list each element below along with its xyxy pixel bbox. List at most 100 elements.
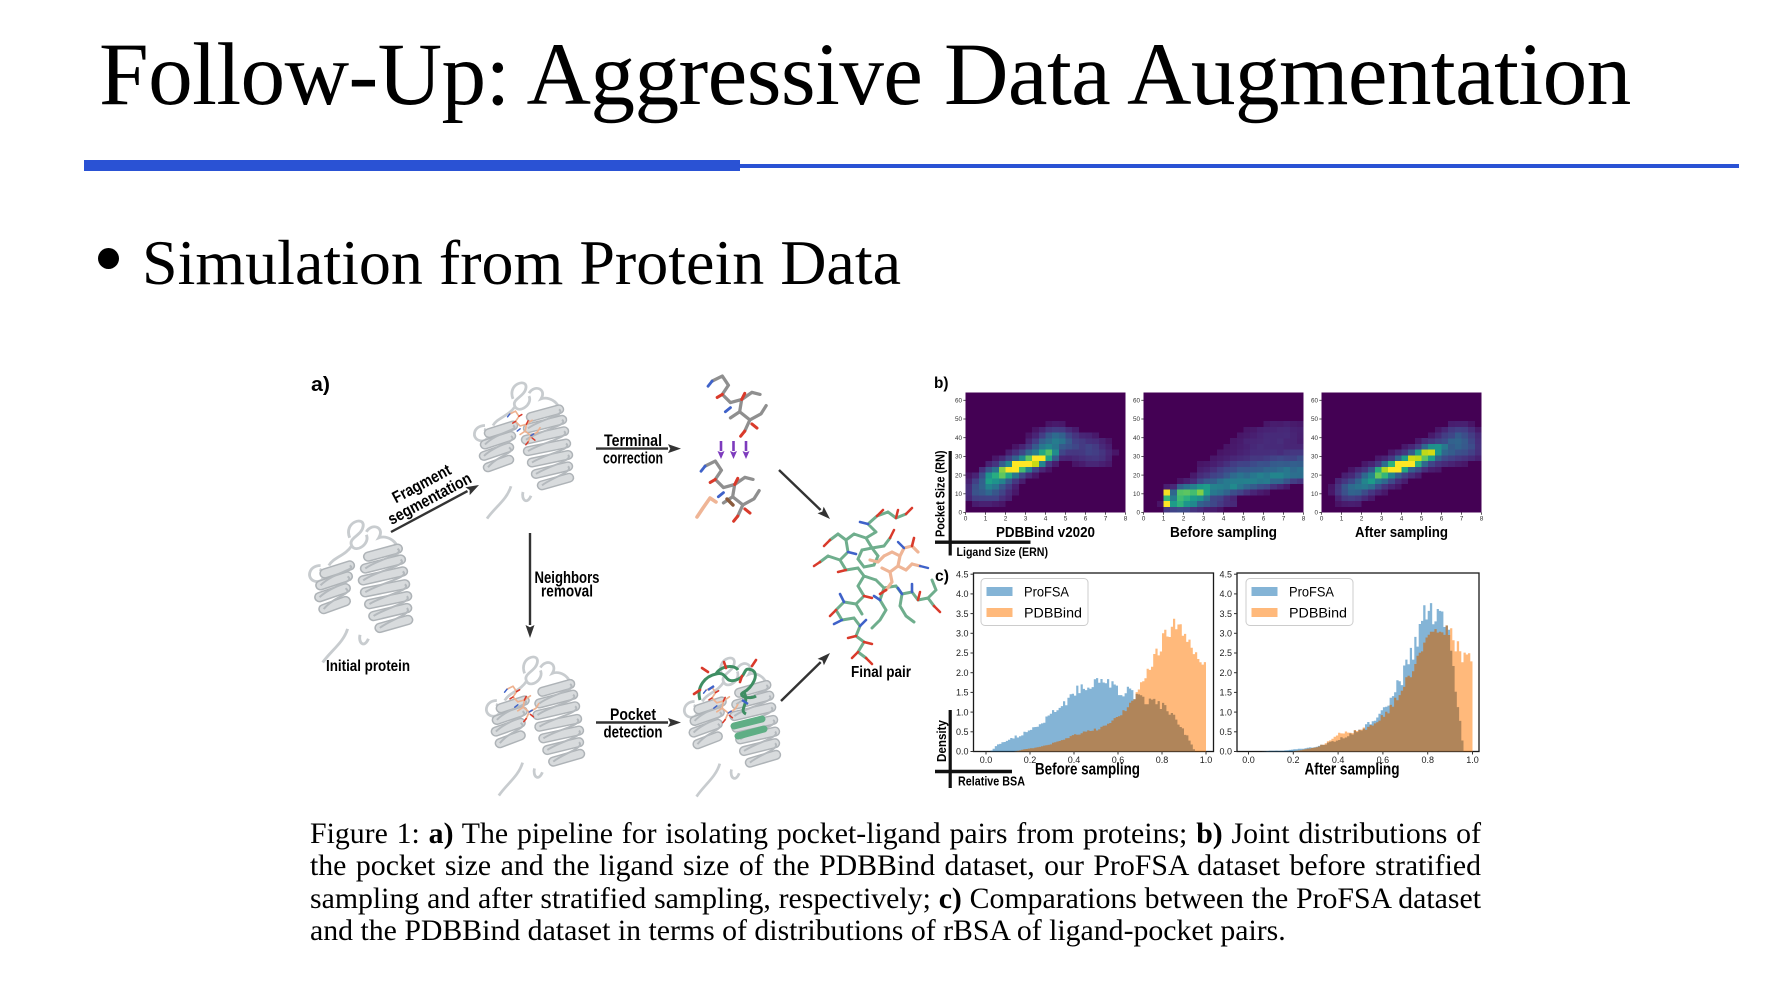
- svg-text:a): a): [311, 373, 330, 396]
- svg-text:0: 0: [958, 510, 962, 517]
- svg-text:0: 0: [1136, 510, 1140, 517]
- svg-text:0.2: 0.2: [1024, 755, 1037, 765]
- svg-text:10: 10: [955, 491, 963, 498]
- svg-text:correction: correction: [603, 450, 663, 468]
- svg-text:60: 60: [1133, 398, 1141, 405]
- svg-text:7: 7: [1460, 516, 1464, 523]
- svg-text:5: 5: [1420, 516, 1424, 523]
- svg-text:2: 2: [1360, 516, 1364, 523]
- svg-text:1.5: 1.5: [956, 688, 969, 698]
- svg-text:20: 20: [955, 472, 963, 479]
- svg-text:30: 30: [1311, 454, 1319, 461]
- svg-text:8: 8: [1480, 516, 1484, 523]
- svg-text:1.0: 1.0: [956, 707, 969, 717]
- svg-text:30: 30: [1133, 454, 1141, 461]
- svg-text:0.0: 0.0: [980, 755, 993, 765]
- svg-text:Pocket: Pocket: [610, 706, 656, 724]
- svg-text:After sampling: After sampling: [1355, 525, 1448, 541]
- svg-text:40: 40: [955, 435, 963, 442]
- svg-text:6: 6: [1262, 516, 1266, 523]
- svg-text:Before sampling: Before sampling: [1035, 761, 1140, 779]
- svg-text:7: 7: [1104, 516, 1108, 523]
- svg-text:40: 40: [1311, 435, 1319, 442]
- svg-text:0.6: 0.6: [1112, 755, 1125, 765]
- svg-text:30: 30: [955, 454, 963, 461]
- svg-text:0.8: 0.8: [1156, 755, 1169, 765]
- svg-text:4: 4: [1044, 516, 1048, 523]
- svg-text:Neighbors: Neighbors: [535, 569, 600, 587]
- svg-text:Density: Density: [935, 720, 949, 762]
- svg-text:b): b): [934, 375, 949, 392]
- svg-text:1.0: 1.0: [1200, 755, 1213, 765]
- svg-text:40: 40: [1133, 435, 1141, 442]
- svg-text:3.0: 3.0: [1219, 629, 1232, 639]
- svg-text:8: 8: [1302, 516, 1306, 523]
- svg-text:4.0: 4.0: [1219, 589, 1232, 599]
- svg-text:Relative BSA: Relative BSA: [958, 775, 1025, 789]
- svg-text:3.5: 3.5: [1219, 609, 1232, 619]
- svg-text:1.0: 1.0: [1466, 755, 1479, 765]
- svg-text:Before sampling: Before sampling: [1170, 525, 1277, 541]
- svg-text:Ligand Size (ERN): Ligand Size (ERN): [957, 545, 1049, 559]
- svg-text:60: 60: [955, 398, 963, 405]
- svg-text:0.0: 0.0: [956, 747, 969, 757]
- svg-text:2.5: 2.5: [956, 648, 969, 658]
- svg-text:After sampling: After sampling: [1305, 761, 1400, 779]
- svg-text:0: 0: [964, 516, 968, 523]
- svg-text:removal: removal: [541, 583, 593, 601]
- svg-text:10: 10: [1311, 491, 1319, 498]
- svg-text:3.0: 3.0: [956, 629, 969, 639]
- svg-text:ProFSA: ProFSA: [1024, 584, 1070, 600]
- svg-text:0.2: 0.2: [1287, 755, 1300, 765]
- svg-text:c): c): [935, 568, 949, 585]
- svg-text:0.0: 0.0: [1242, 755, 1255, 765]
- svg-text:20: 20: [1133, 472, 1141, 479]
- svg-text:3.5: 3.5: [956, 609, 969, 619]
- svg-text:0.4: 0.4: [1068, 755, 1081, 765]
- svg-text:0.4: 0.4: [1332, 755, 1345, 765]
- svg-text:4.5: 4.5: [1219, 569, 1232, 579]
- svg-text:1.5: 1.5: [1219, 688, 1232, 698]
- svg-text:Terminal: Terminal: [604, 432, 662, 450]
- svg-text:2.5: 2.5: [1219, 648, 1232, 658]
- svg-text:2.0: 2.0: [956, 668, 969, 678]
- svg-text:0.6: 0.6: [1377, 755, 1390, 765]
- svg-text:4: 4: [1400, 516, 1404, 523]
- svg-text:5: 5: [1064, 516, 1068, 523]
- svg-text:8: 8: [1124, 516, 1128, 523]
- svg-text:PDBBind v2020: PDBBind v2020: [996, 525, 1095, 541]
- svg-text:3: 3: [1024, 516, 1028, 523]
- svg-text:20: 20: [1311, 472, 1319, 479]
- svg-text:0.5: 0.5: [956, 727, 969, 737]
- svg-text:Final pair: Final pair: [851, 664, 911, 681]
- svg-text:7: 7: [1282, 516, 1286, 523]
- svg-text:PDBBind: PDBBind: [1289, 605, 1347, 621]
- svg-text:6: 6: [1440, 516, 1444, 523]
- svg-text:PDBBind: PDBBind: [1024, 605, 1082, 621]
- svg-text:0.8: 0.8: [1421, 755, 1434, 765]
- svg-text:detection: detection: [604, 724, 663, 742]
- svg-text:10: 10: [1133, 491, 1141, 498]
- svg-text:1: 1: [1340, 516, 1344, 523]
- svg-text:1: 1: [1162, 516, 1166, 523]
- svg-text:Initial protein: Initial protein: [326, 658, 410, 675]
- svg-text:0.5: 0.5: [1219, 727, 1232, 737]
- svg-text:Pocket Size (RN): Pocket Size (RN): [933, 451, 948, 538]
- svg-text:3: 3: [1380, 516, 1384, 523]
- svg-text:50: 50: [1311, 416, 1319, 423]
- svg-text:6: 6: [1084, 516, 1088, 523]
- svg-text:1.0: 1.0: [1219, 707, 1232, 717]
- svg-text:50: 50: [1133, 416, 1141, 423]
- svg-text:50: 50: [955, 416, 963, 423]
- svg-text:0: 0: [1320, 516, 1324, 523]
- svg-text:2.0: 2.0: [1219, 668, 1232, 678]
- svg-text:0: 0: [1142, 516, 1146, 523]
- svg-text:3: 3: [1202, 516, 1206, 523]
- svg-text:0.0: 0.0: [1219, 747, 1232, 757]
- svg-text:2: 2: [1182, 516, 1186, 523]
- svg-text:4.0: 4.0: [956, 589, 969, 599]
- svg-text:60: 60: [1311, 398, 1319, 405]
- svg-text:5: 5: [1242, 516, 1246, 523]
- svg-text:0: 0: [1314, 510, 1318, 517]
- svg-text:4.5: 4.5: [956, 569, 969, 579]
